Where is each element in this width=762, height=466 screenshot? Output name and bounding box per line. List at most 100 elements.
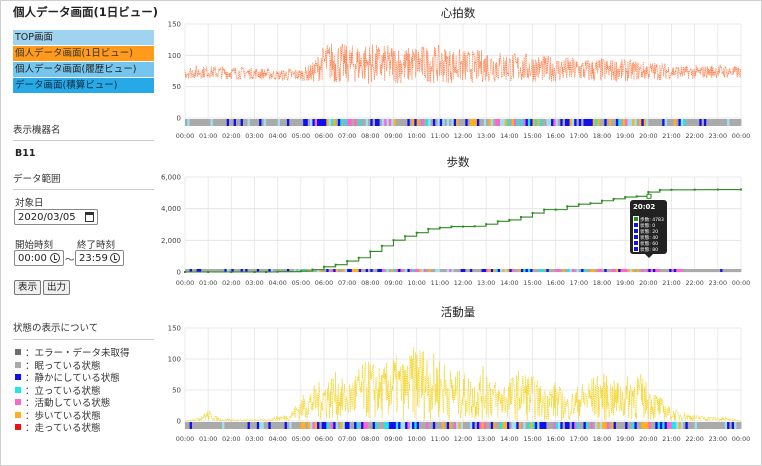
status-segment xyxy=(201,269,204,272)
status-segment xyxy=(252,422,255,429)
calendar-icon[interactable] xyxy=(85,212,94,222)
status-segment xyxy=(606,422,610,429)
status-segment xyxy=(588,269,591,272)
status-segment xyxy=(446,119,450,126)
x-tick-label: 12:00 xyxy=(454,132,472,140)
status-segment xyxy=(632,119,635,126)
status-segment xyxy=(509,119,513,126)
status-segment xyxy=(451,422,455,429)
nav-item-data-cumulative[interactable]: データ画面(積算ビュー) xyxy=(13,78,154,93)
nav-item-top[interactable]: TOP画面 xyxy=(13,30,154,45)
status-segment xyxy=(692,269,696,272)
status-segment xyxy=(736,422,740,429)
status-segment xyxy=(282,422,286,429)
status-segment xyxy=(532,422,536,429)
end-time-input[interactable]: 23:59 xyxy=(75,250,124,266)
status-segment xyxy=(724,119,728,126)
x-tick-label: 05:00 xyxy=(292,132,310,140)
status-segment xyxy=(694,119,698,126)
status-segment xyxy=(676,269,679,272)
x-tick-label: 01:00 xyxy=(199,132,217,140)
status-segment xyxy=(715,422,719,429)
status-segment xyxy=(713,422,716,429)
status-segment xyxy=(474,119,478,126)
legend-item: ：歩いている状態 xyxy=(15,408,101,422)
status-segment xyxy=(599,269,603,272)
status-segment xyxy=(634,422,638,429)
status-segment xyxy=(428,119,431,126)
tooltip-row-label: 状態: 60 xyxy=(640,242,659,247)
tooltip-row: 状態: 20 xyxy=(633,228,658,235)
x-tick-label: 04:00 xyxy=(268,435,286,443)
status-segment xyxy=(722,119,726,126)
status-segment xyxy=(391,269,394,272)
status-segment xyxy=(198,422,202,429)
status-segment xyxy=(314,119,318,126)
status-segment xyxy=(659,269,663,272)
status-segment xyxy=(242,422,246,429)
date-input[interactable]: 2020/03/05 xyxy=(14,209,98,225)
status-segment xyxy=(581,119,584,126)
status-segment xyxy=(321,269,325,272)
status-segment xyxy=(263,269,267,272)
status-segment xyxy=(599,422,603,429)
y-tick-label: 100 xyxy=(168,52,181,60)
status-segment xyxy=(386,119,390,126)
status-segment xyxy=(263,119,267,126)
status-segment xyxy=(463,269,466,272)
show-button[interactable]: 表示 xyxy=(14,280,42,295)
x-tick-label: 08:00 xyxy=(361,279,379,287)
status-segment xyxy=(463,119,466,126)
x-tick-label: 21:00 xyxy=(662,279,680,287)
x-tick-label: 13:00 xyxy=(477,132,495,140)
x-tick-label: 23:00 xyxy=(709,435,727,443)
nav-item-personal-day[interactable]: 個人データ画面(1日ビュー) xyxy=(13,46,154,61)
status-segment xyxy=(349,119,353,126)
status-segment xyxy=(224,119,228,126)
status-segment xyxy=(569,422,573,429)
steps-point xyxy=(519,216,522,219)
status-segment xyxy=(595,422,598,429)
status-segment xyxy=(398,119,401,126)
status-segment xyxy=(286,269,290,272)
status-segment xyxy=(203,119,207,126)
status-segment xyxy=(592,269,596,272)
status-segment xyxy=(708,119,712,126)
status-segment xyxy=(291,422,295,429)
status-segment xyxy=(358,422,362,429)
status-segment xyxy=(409,269,413,272)
status-segment xyxy=(567,269,570,272)
status-segment xyxy=(238,422,241,429)
output-button[interactable]: 出力 xyxy=(43,280,71,295)
status-segment xyxy=(560,422,564,429)
status-segment xyxy=(324,119,327,126)
status-segment xyxy=(687,269,691,272)
status-segment xyxy=(655,119,658,126)
status-segment xyxy=(284,119,288,126)
status-segment xyxy=(620,269,624,272)
status-segment xyxy=(312,422,316,429)
x-tick-label: 11:00 xyxy=(431,435,449,443)
status-segment xyxy=(379,119,383,126)
clock-icon[interactable] xyxy=(50,253,60,263)
status-segment xyxy=(219,119,223,126)
nav-item-personal-history[interactable]: 個人データ画面(履歴ビュー) xyxy=(13,62,154,77)
start-time-input[interactable]: 00:00 xyxy=(14,250,64,266)
x-tick-label: 03:00 xyxy=(245,279,263,287)
status-segment xyxy=(490,422,494,429)
status-segment xyxy=(430,422,434,429)
status-segment xyxy=(321,119,325,126)
status-segment xyxy=(208,422,211,429)
status-segment xyxy=(286,422,290,429)
status-segment xyxy=(629,119,633,126)
status-segment xyxy=(266,119,269,126)
status-segment xyxy=(407,269,411,272)
status-segment xyxy=(692,422,696,429)
status-segment xyxy=(703,119,707,126)
status-segment xyxy=(541,119,545,126)
clock-icon[interactable] xyxy=(110,253,120,263)
status-segment xyxy=(722,422,726,429)
status-segment xyxy=(569,269,573,272)
status-segment xyxy=(676,119,679,126)
device-value: B11 xyxy=(15,148,36,159)
